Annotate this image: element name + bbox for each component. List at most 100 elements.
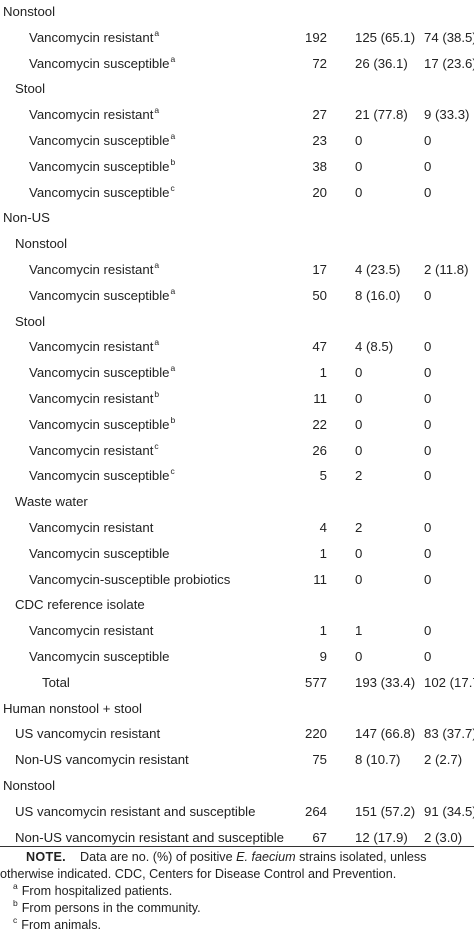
row-label: Total: [42, 675, 70, 691]
row-label-text: Vancomycin resistant: [29, 391, 154, 406]
table-row: CDC reference isolate: [0, 593, 474, 619]
row-label: Vancomycin susceptiblea: [29, 54, 175, 72]
table-row: Vancomycin susceptiblec 20 0 0: [0, 181, 474, 207]
row-footnote-mark: c: [170, 466, 175, 477]
row-label-text: Vancomycin resistant: [29, 623, 154, 639]
row-count: 1: [319, 623, 327, 639]
row-label-text: CDC reference isolate: [15, 597, 145, 613]
note-text-before: Data are no. (%) of positive: [79, 850, 237, 864]
row-positive-col2: 83 (37.7): [424, 726, 474, 742]
row-count: 192: [304, 29, 327, 45]
row-positive-col1: 151 (57.2): [355, 803, 416, 819]
row-label: Nonstool: [15, 236, 67, 252]
row-count: 75: [312, 752, 327, 768]
row-count: 1: [319, 365, 327, 381]
row-count: 67: [312, 829, 327, 845]
row-positive-col1: 0: [355, 416, 363, 432]
table-row: Non-US vancomycin resistant and suscepti…: [0, 826, 474, 852]
row-label-text: Total: [42, 674, 70, 690]
row-label: Non-US vancomycin resistant: [15, 752, 189, 768]
row-positive-col2: 2 (11.8): [424, 262, 469, 277]
row-positive-col1: 0: [355, 391, 363, 406]
row-positive-col1: 147 (66.8): [355, 726, 416, 742]
row-footnote-mark: b: [170, 156, 176, 167]
row-label: Vancomycin susceptible: [29, 546, 170, 562]
table-row: Nonstool: [0, 0, 474, 26]
row-footnote-mark: c: [170, 182, 175, 193]
row-count: 20: [312, 184, 327, 200]
row-label-text: Vancomycin resistant: [29, 442, 154, 458]
row-count: 27: [312, 107, 327, 123]
row-label-text: Stool: [15, 81, 46, 97]
table-row: Vancomycin resistant 1 1 0: [0, 619, 474, 645]
row-label-text: Vancomycin susceptible: [29, 158, 170, 174]
row-label: Vancomycin resistant: [29, 520, 153, 536]
row-label: Vancomycin resistantc: [29, 441, 159, 459]
row-label: Vancomycin resistant: [29, 623, 153, 639]
row-label-text: Vancomycin susceptible: [29, 416, 170, 432]
row-count: 1: [319, 545, 327, 561]
row-footnote-mark: a: [154, 27, 160, 38]
row-label-text: Nonstool: [3, 778, 56, 793]
row-label-text: Non-US vancomycin resistant: [15, 752, 189, 768]
row-positive-col1: 0: [355, 571, 363, 587]
row-count: 72: [312, 55, 327, 71]
row-label-text: Waste water: [15, 494, 88, 510]
row-label-text: Non-US: [3, 210, 50, 226]
row-positive-col2: 0: [424, 339, 432, 355]
footnote-mark: c: [13, 915, 18, 925]
row-label-text: Vancomycin resistant: [29, 262, 154, 277]
row-positive-col1: 4 (8.5): [355, 339, 394, 355]
row-label-text: Vancomycin susceptible: [29, 365, 170, 381]
note-species: E. faecium: [236, 850, 296, 864]
row-label: Nonstool: [3, 778, 55, 794]
row-label-text: Nonstool: [15, 236, 68, 252]
row-positive-col2: 0: [424, 649, 432, 664]
row-positive-col1: 4 (23.5): [355, 262, 401, 277]
footnote-text: From persons in the community.: [21, 901, 201, 915]
row-footnote-mark: a: [170, 285, 176, 296]
row-label: Waste water: [15, 494, 88, 510]
row-positive-col1: 8 (16.0): [355, 287, 401, 303]
row-positive-col2: 0: [424, 416, 432, 432]
row-label: Stool: [15, 314, 45, 330]
row-footnote-mark: a: [154, 337, 160, 348]
row-positive-col2: 0: [424, 442, 432, 458]
table-row: Total 577 193 (33.4) 102 (17.7): [0, 671, 474, 697]
note-paragraph: NOTE. Data are no. (%) of positive E. fa…: [0, 849, 474, 883]
table-row: Non-US: [0, 206, 474, 232]
table-row: Stool: [0, 310, 474, 336]
row-positive-col2: 9 (33.3): [424, 107, 470, 123]
row-label: Non-US vancomycin resistant and suscepti…: [15, 830, 284, 846]
footnote-b: b From persons in the community.: [13, 899, 201, 916]
table-row: Vancomycin susceptible 1 0 0: [0, 542, 474, 568]
row-label: Vancomycin susceptiblea: [29, 364, 175, 381]
row-label-text: Human nonstool + stool: [3, 700, 142, 716]
table-row: US vancomycin resistant and susceptible 2…: [0, 800, 474, 826]
row-positive-col2: 91 (34.5): [424, 803, 474, 819]
row-positive-col2: 0: [424, 133, 432, 148]
row-count: 22: [312, 416, 327, 432]
row-label-text: Vancomycin susceptible: [29, 287, 170, 303]
row-footnote-mark: a: [154, 260, 160, 270]
table-row: Human nonstool + stool: [0, 697, 474, 723]
row-positive-col1: 0: [355, 545, 363, 561]
row-positive-col2: 102 (17.7): [424, 674, 474, 690]
table-row: Vancomycin resistanta 192 125 (65.1) 74 (38…: [0, 26, 474, 52]
row-label-text: Vancomycin resistant: [29, 339, 154, 355]
row-footnote-mark: a: [154, 105, 160, 116]
row-count: 23: [312, 133, 327, 148]
table-row: Vancomycin susceptiblea 50 8 (16.0) 0: [0, 284, 474, 310]
row-label: Vancomycin resistanta: [29, 337, 160, 355]
footnote-mark: a: [13, 881, 18, 891]
row-label: Vancomycin susceptibleb: [29, 416, 175, 433]
row-count: 577: [304, 674, 327, 690]
row-positive-col2: 2 (3.0): [424, 829, 463, 845]
row-positive-col2: 0: [424, 158, 432, 174]
row-label-text: Vancomycin susceptible: [29, 545, 170, 561]
table-row: Vancomycin susceptiblea 72 26 (36.1) 17 (23…: [0, 52, 474, 78]
table-row: Nonstool: [0, 232, 474, 258]
row-positive-col1: 21 (77.8): [355, 107, 408, 123]
row-label: Vancomycin susceptiblea: [29, 285, 176, 304]
row-positive-col2: 0: [424, 571, 432, 587]
